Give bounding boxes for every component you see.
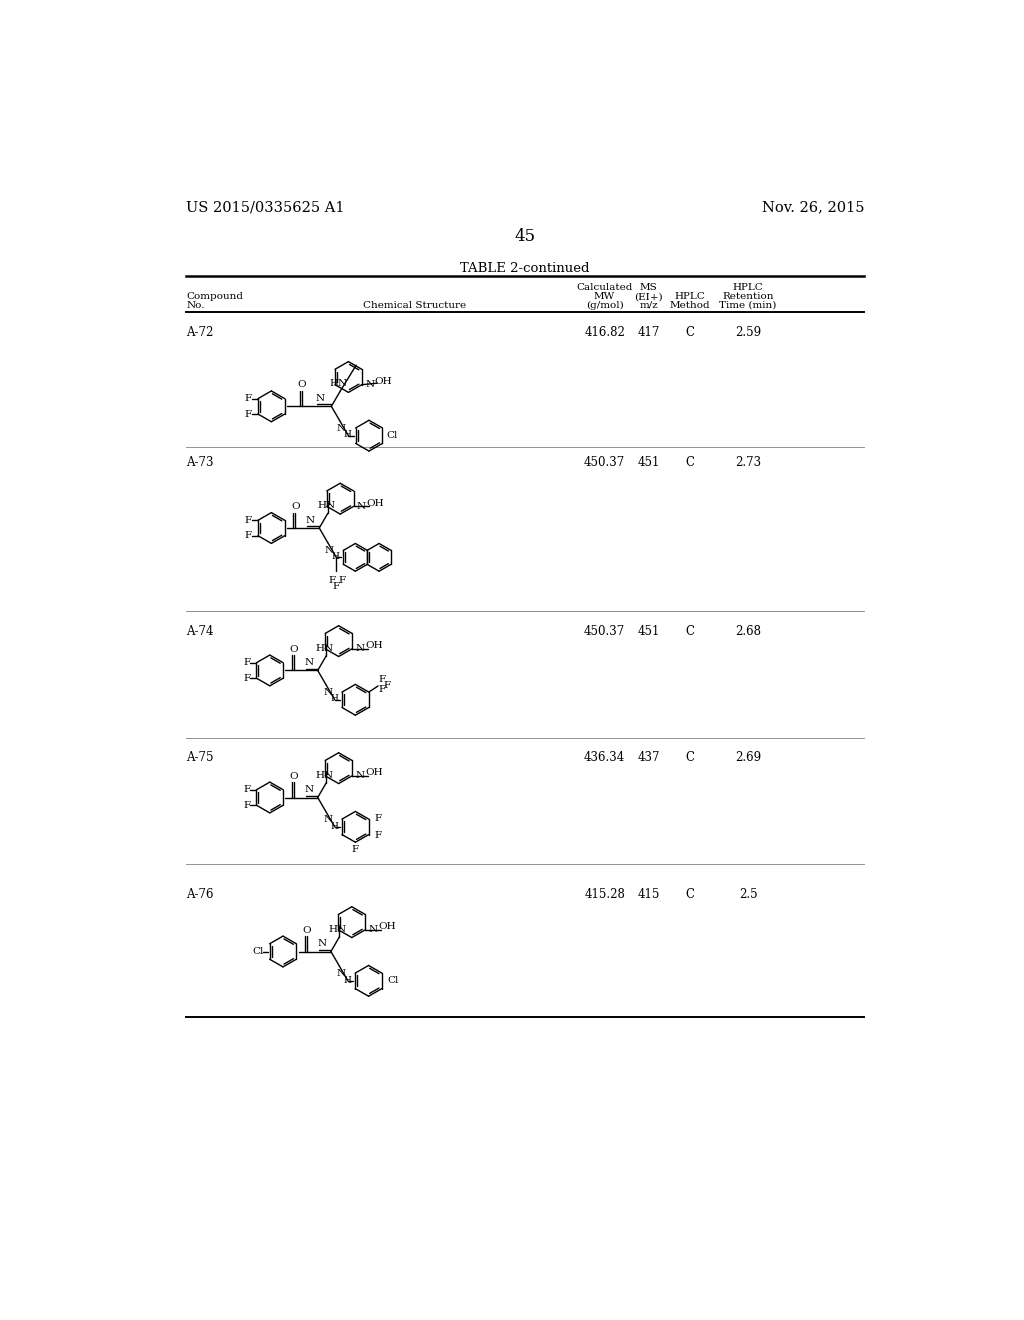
Text: 2.69: 2.69 xyxy=(735,751,761,764)
Text: H: H xyxy=(330,821,338,830)
Text: N: N xyxy=(356,502,366,511)
Text: F: F xyxy=(243,673,250,682)
Text: 417: 417 xyxy=(638,326,660,339)
Text: US 2015/0335625 A1: US 2015/0335625 A1 xyxy=(186,201,345,215)
Text: A-72: A-72 xyxy=(186,326,213,339)
Text: 450.37: 450.37 xyxy=(584,455,626,469)
Text: N: N xyxy=(369,925,378,935)
Text: m/z: m/z xyxy=(639,301,658,310)
Text: F: F xyxy=(352,845,359,854)
Text: 2.5: 2.5 xyxy=(738,888,758,902)
Text: OH: OH xyxy=(365,642,383,651)
Text: 436.34: 436.34 xyxy=(584,751,626,764)
Text: N: N xyxy=(337,969,345,978)
Text: HN: HN xyxy=(315,644,334,652)
Text: HN: HN xyxy=(315,771,334,780)
Text: N: N xyxy=(304,659,313,667)
Text: OH: OH xyxy=(365,768,383,777)
Text: C: C xyxy=(685,751,694,764)
Text: A-75: A-75 xyxy=(186,751,214,764)
Text: N: N xyxy=(317,940,327,948)
Text: C: C xyxy=(685,326,694,339)
Text: C: C xyxy=(685,888,694,902)
Text: F: F xyxy=(379,676,386,684)
Text: HPLC: HPLC xyxy=(732,284,763,292)
Text: OH: OH xyxy=(375,378,392,387)
Text: Method: Method xyxy=(670,301,711,310)
Text: 45: 45 xyxy=(514,227,536,244)
Text: 451: 451 xyxy=(638,626,660,638)
Text: H: H xyxy=(343,975,351,985)
Text: F: F xyxy=(243,659,250,667)
Text: O: O xyxy=(291,502,300,511)
Text: Cl: Cl xyxy=(388,977,399,985)
Text: 415.28: 415.28 xyxy=(584,888,625,902)
Text: OH: OH xyxy=(367,499,384,508)
Text: O: O xyxy=(297,380,306,389)
Text: Compound: Compound xyxy=(186,293,243,301)
Text: 437: 437 xyxy=(638,751,660,764)
Text: 2.59: 2.59 xyxy=(735,326,761,339)
Text: 451: 451 xyxy=(638,455,660,469)
Text: O: O xyxy=(290,644,298,653)
Text: N: N xyxy=(324,816,333,825)
Text: 416.82: 416.82 xyxy=(584,326,625,339)
Text: F: F xyxy=(375,814,381,822)
Text: N: N xyxy=(315,395,325,403)
Text: (g/mol): (g/mol) xyxy=(586,301,624,310)
Text: F: F xyxy=(243,801,250,809)
Text: O: O xyxy=(290,772,298,780)
Text: Cl: Cl xyxy=(253,946,264,956)
Text: A-74: A-74 xyxy=(186,626,214,638)
Text: O: O xyxy=(303,925,311,935)
Text: N: N xyxy=(355,771,365,780)
Text: N: N xyxy=(304,785,313,795)
Text: F: F xyxy=(339,576,346,585)
Text: F: F xyxy=(375,830,381,840)
Text: H: H xyxy=(344,430,351,440)
Text: MW: MW xyxy=(594,293,615,301)
Text: Chemical Structure: Chemical Structure xyxy=(364,301,466,310)
Text: F: F xyxy=(245,516,252,525)
Text: 2.68: 2.68 xyxy=(735,626,761,638)
Text: A-76: A-76 xyxy=(186,888,214,902)
Text: No.: No. xyxy=(186,301,205,310)
Text: C: C xyxy=(685,455,694,469)
Text: Nov. 26, 2015: Nov. 26, 2015 xyxy=(762,201,864,215)
Text: 415: 415 xyxy=(638,888,660,902)
Text: Cl: Cl xyxy=(387,432,398,440)
Text: A-73: A-73 xyxy=(186,455,214,469)
Text: 2.73: 2.73 xyxy=(735,455,761,469)
Text: HN: HN xyxy=(329,924,347,933)
Text: N: N xyxy=(365,380,374,389)
Text: H: H xyxy=(332,552,340,561)
Text: F: F xyxy=(379,685,386,694)
Text: 450.37: 450.37 xyxy=(584,626,626,638)
Text: TABLE 2-continued: TABLE 2-continued xyxy=(460,263,590,276)
Text: Time (min): Time (min) xyxy=(719,301,776,310)
Text: N: N xyxy=(324,688,333,697)
Text: F: F xyxy=(245,531,252,540)
Text: F: F xyxy=(328,576,335,585)
Text: F: F xyxy=(243,785,250,795)
Text: H: H xyxy=(330,694,338,704)
Text: F: F xyxy=(333,582,340,591)
Text: Calculated: Calculated xyxy=(577,284,633,292)
Text: (EI+): (EI+) xyxy=(635,293,664,301)
Text: N: N xyxy=(355,644,365,653)
Text: N: N xyxy=(337,424,346,433)
Text: HPLC: HPLC xyxy=(675,293,706,301)
Text: F: F xyxy=(245,395,252,403)
Text: Retention: Retention xyxy=(722,293,774,301)
Text: N: N xyxy=(306,516,315,525)
Text: N: N xyxy=(325,546,334,554)
Text: HN: HN xyxy=(317,502,335,510)
Text: HN: HN xyxy=(330,379,347,388)
Text: F: F xyxy=(384,681,391,690)
Text: F: F xyxy=(245,409,252,418)
Text: C: C xyxy=(685,626,694,638)
Text: MS: MS xyxy=(640,284,657,292)
Text: OH: OH xyxy=(378,923,395,932)
